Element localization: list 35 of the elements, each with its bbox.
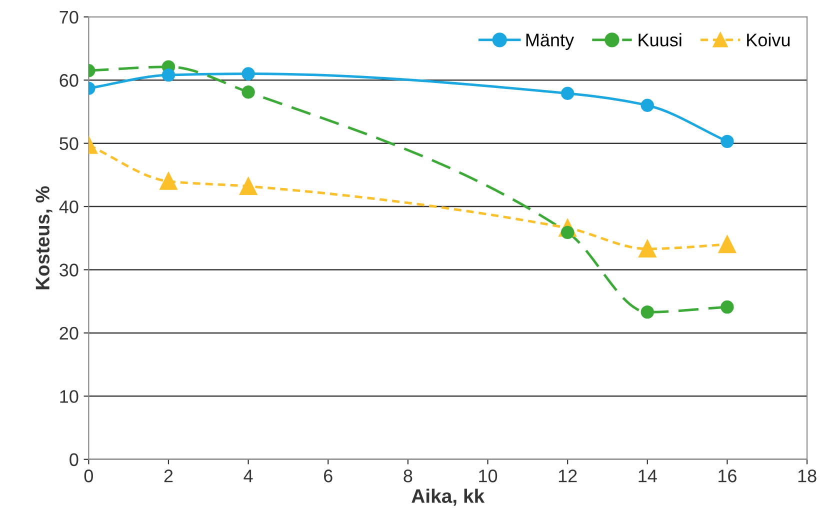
x-axis-title: Aika, kk	[412, 488, 485, 506]
x-tick-label: 2	[164, 470, 173, 482]
x-tick-label: 14	[638, 470, 657, 482]
x-tick-label: 6	[324, 470, 332, 482]
y-tick-label: 40	[59, 200, 78, 214]
point	[720, 300, 734, 314]
y-tick-label: 10	[60, 390, 78, 403]
legend-label: Mänty	[526, 34, 574, 50]
y-tick-label: 70	[60, 10, 78, 24]
point	[242, 67, 255, 80]
y-axis-title: Kosteus, %	[36, 186, 52, 290]
x-tick-label: 0	[84, 470, 93, 482]
legend-label: Kuusi	[638, 33, 682, 46]
point	[640, 305, 654, 319]
x-tick-label: 18	[798, 470, 816, 482]
x-tick-label: 4	[244, 470, 253, 482]
x-tick-label: 8	[404, 470, 412, 482]
y-tick-label: 30	[60, 264, 78, 276]
point	[162, 68, 176, 82]
point	[560, 86, 574, 100]
point	[242, 86, 255, 99]
x-tick-label: 10	[479, 470, 498, 482]
point	[638, 240, 656, 258]
y-tick-label: 20	[60, 326, 78, 340]
y-tick-label: 60	[60, 74, 78, 87]
legend-label: Koivu	[747, 33, 790, 46]
point	[160, 172, 178, 190]
point	[720, 134, 734, 148]
y-tick-label: 50	[60, 137, 78, 150]
y-tick-label: 0	[70, 453, 78, 466]
point	[718, 236, 736, 254]
x-tick-label: 12	[558, 470, 577, 482]
point	[640, 98, 654, 112]
point	[240, 178, 257, 195]
x-tick-label: 16	[718, 470, 736, 482]
